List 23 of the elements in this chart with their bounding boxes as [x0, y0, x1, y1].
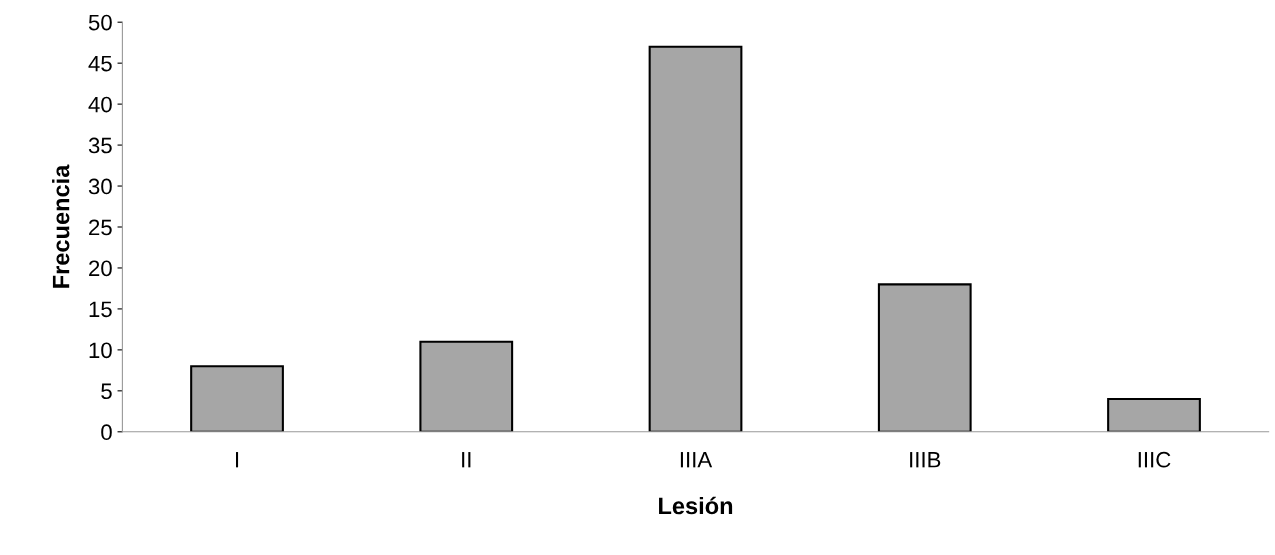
- y-axis-title: Frecuencia: [52, 164, 70, 288]
- bar: [190, 365, 284, 432]
- bar: [419, 340, 514, 432]
- y-tick-label: 35: [88, 137, 112, 154]
- y-tick-label: 20: [89, 260, 112, 277]
- bar: [1107, 397, 1201, 432]
- x-tick-label: II: [462, 452, 471, 468]
- y-tick-label: 50: [88, 14, 112, 31]
- y-tick-label: 30: [88, 178, 112, 195]
- x-tick-label: IIIA: [680, 452, 713, 468]
- y-tick-label: 0: [101, 424, 112, 441]
- bar: [877, 283, 972, 432]
- bar: [648, 45, 743, 432]
- y-tick-label: 40: [88, 96, 112, 113]
- x-axis-title: Lesión: [659, 496, 733, 515]
- x-tick-label: IIIB: [910, 452, 941, 468]
- x-tick-label: IIIC: [1138, 451, 1171, 468]
- y-tick-label: 10: [89, 342, 112, 359]
- y-tick-label: 25: [89, 219, 112, 236]
- y-tick-label: 15: [89, 301, 112, 318]
- x-tick-label: I: [235, 452, 239, 468]
- y-tick-label: 5: [101, 383, 112, 400]
- y-tick-label: 45: [88, 55, 112, 72]
